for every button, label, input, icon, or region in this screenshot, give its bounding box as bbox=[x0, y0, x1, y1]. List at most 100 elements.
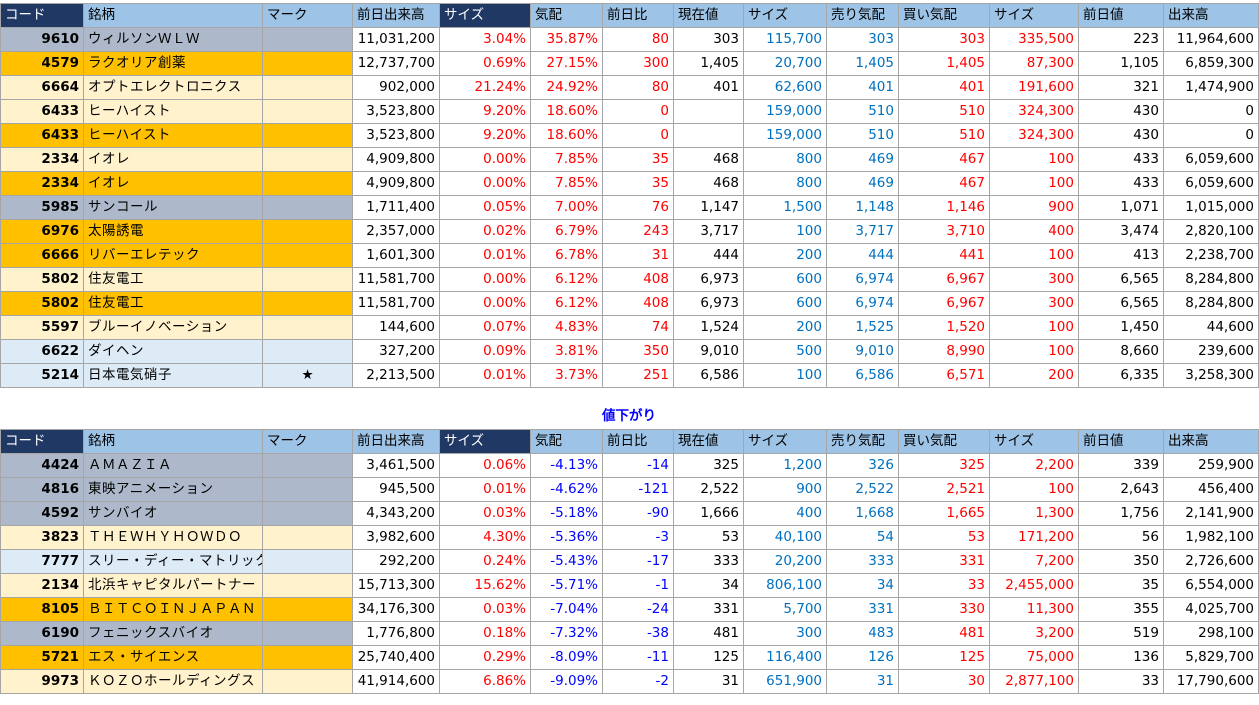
volume-cell[interactable]: 259,900 bbox=[1163, 453, 1259, 478]
header-size[interactable]: サイズ bbox=[743, 429, 827, 454]
name-cell[interactable]: イオレ bbox=[83, 147, 263, 172]
prev-price-cell[interactable]: 1,450 bbox=[1078, 315, 1164, 340]
prev-price-cell[interactable]: 430 bbox=[1078, 99, 1164, 124]
prev-volume-cell[interactable]: 34,176,300 bbox=[352, 597, 440, 622]
code-cell[interactable]: 2134 bbox=[0, 573, 84, 598]
name-cell[interactable]: ラクオリア創薬 bbox=[83, 51, 263, 76]
volume-cell[interactable]: 8,284,800 bbox=[1163, 291, 1259, 316]
mark-cell[interactable] bbox=[262, 75, 353, 100]
quote-cell[interactable]: 24.92% bbox=[530, 75, 603, 100]
bid-cell[interactable]: 1,665 bbox=[898, 501, 990, 526]
bid-cell[interactable]: 325 bbox=[898, 453, 990, 478]
prev-price-cell[interactable]: 2,643 bbox=[1078, 477, 1164, 502]
name-cell[interactable]: ダイヘン bbox=[83, 339, 263, 364]
ask-cell[interactable]: 510 bbox=[826, 123, 899, 148]
volume-cell[interactable]: 11,964,600 bbox=[1163, 27, 1259, 52]
table-row[interactable]: 5985 サンコール 1,711,400 0.05% 7.00% 76 1,147 1,500… bbox=[0, 195, 1259, 220]
bid-cell[interactable]: 3,710 bbox=[898, 219, 990, 244]
bid-cell[interactable]: 331 bbox=[898, 549, 990, 574]
price-cell[interactable]: 31 bbox=[673, 669, 744, 694]
size-cell[interactable]: 116,400 bbox=[743, 645, 827, 670]
mark-cell[interactable] bbox=[262, 315, 353, 340]
prev-volume-cell[interactable]: 144,600 bbox=[352, 315, 440, 340]
mark-cell[interactable] bbox=[262, 549, 353, 574]
code-cell[interactable]: 5721 bbox=[0, 645, 84, 670]
code-cell[interactable]: 5214 bbox=[0, 363, 84, 388]
prev-price-cell[interactable]: 339 bbox=[1078, 453, 1164, 478]
prev-volume-cell[interactable]: 4,909,800 bbox=[352, 147, 440, 172]
change-cell[interactable]: 0 bbox=[602, 99, 674, 124]
volume-cell[interactable]: 44,600 bbox=[1163, 315, 1259, 340]
header-prev-price[interactable]: 前日値 bbox=[1078, 429, 1164, 454]
change-cell[interactable]: -17 bbox=[602, 549, 674, 574]
code-cell[interactable]: 9610 bbox=[0, 27, 84, 52]
prev-volume-cell[interactable]: 11,031,200 bbox=[352, 27, 440, 52]
prev-volume-cell[interactable]: 327,200 bbox=[352, 339, 440, 364]
size-cell[interactable]: 100 bbox=[989, 339, 1079, 364]
size-ratio-cell[interactable]: 0.06% bbox=[439, 453, 531, 478]
bid-cell[interactable]: 8,990 bbox=[898, 339, 990, 364]
code-cell[interactable]: 9973 bbox=[0, 669, 84, 694]
price-cell[interactable]: 53 bbox=[673, 525, 744, 550]
change-cell[interactable]: 350 bbox=[602, 339, 674, 364]
mark-cell[interactable] bbox=[262, 291, 353, 316]
size-cell[interactable]: 100 bbox=[743, 219, 827, 244]
name-cell[interactable]: オプトエレクトロニクス bbox=[83, 75, 263, 100]
quote-cell[interactable]: 4.83% bbox=[530, 315, 603, 340]
ask-cell[interactable]: 303 bbox=[826, 27, 899, 52]
prev-volume-cell[interactable]: 4,343,200 bbox=[352, 501, 440, 526]
mark-cell[interactable] bbox=[262, 669, 353, 694]
table-row[interactable]: 5597 ブルーイノベーション 144,600 0.07% 4.83% 74 1,524 20… bbox=[0, 315, 1259, 340]
size-cell[interactable]: 800 bbox=[743, 147, 827, 172]
quote-cell[interactable]: -5.18% bbox=[530, 501, 603, 526]
name-cell[interactable]: ヒーハイスト bbox=[83, 123, 263, 148]
size-cell[interactable]: 651,900 bbox=[743, 669, 827, 694]
prev-volume-cell[interactable]: 2,357,000 bbox=[352, 219, 440, 244]
quote-cell[interactable]: -4.13% bbox=[530, 453, 603, 478]
table-row[interactable]: 6190 フェニックスバイオ 1,776,800 0.18% -7.32% -38 481 3… bbox=[0, 621, 1259, 646]
name-cell[interactable]: サンバイオ bbox=[83, 501, 263, 526]
price-cell[interactable]: 325 bbox=[673, 453, 744, 478]
change-cell[interactable]: 0 bbox=[602, 123, 674, 148]
header-name[interactable]: 銘柄 bbox=[83, 3, 263, 28]
size-ratio-cell[interactable]: 0.01% bbox=[439, 243, 531, 268]
size-cell[interactable]: 5,700 bbox=[743, 597, 827, 622]
ask-cell[interactable]: 469 bbox=[826, 171, 899, 196]
name-cell[interactable]: ブルーイノベーション bbox=[83, 315, 263, 340]
prev-price-cell[interactable]: 430 bbox=[1078, 123, 1164, 148]
prev-price-cell[interactable]: 223 bbox=[1078, 27, 1164, 52]
prev-price-cell[interactable]: 413 bbox=[1078, 243, 1164, 268]
code-cell[interactable]: 5597 bbox=[0, 315, 84, 340]
ask-cell[interactable]: 401 bbox=[826, 75, 899, 100]
table-row[interactable]: 5721 エス・サイエンス 25,740,400 0.29% -8.09% -11 125 1… bbox=[0, 645, 1259, 670]
volume-cell[interactable]: 6,059,600 bbox=[1163, 171, 1259, 196]
prev-price-cell[interactable]: 355 bbox=[1078, 597, 1164, 622]
quote-cell[interactable]: -5.43% bbox=[530, 549, 603, 574]
size-cell[interactable]: 300 bbox=[989, 267, 1079, 292]
quote-cell[interactable]: 18.60% bbox=[530, 123, 603, 148]
prev-price-cell[interactable]: 3,474 bbox=[1078, 219, 1164, 244]
bid-cell[interactable]: 510 bbox=[898, 99, 990, 124]
volume-cell[interactable]: 2,141,900 bbox=[1163, 501, 1259, 526]
change-cell[interactable]: 80 bbox=[602, 27, 674, 52]
price-cell[interactable]: 468 bbox=[673, 147, 744, 172]
size-cell[interactable]: 1,300 bbox=[989, 501, 1079, 526]
size-cell[interactable]: 600 bbox=[743, 267, 827, 292]
change-cell[interactable]: 74 bbox=[602, 315, 674, 340]
volume-cell[interactable]: 2,238,700 bbox=[1163, 243, 1259, 268]
size-ratio-cell[interactable]: 15.62% bbox=[439, 573, 531, 598]
quote-cell[interactable]: 6.12% bbox=[530, 291, 603, 316]
prev-volume-cell[interactable]: 1,776,800 bbox=[352, 621, 440, 646]
ask-cell[interactable]: 1,148 bbox=[826, 195, 899, 220]
quote-cell[interactable]: -5.71% bbox=[530, 573, 603, 598]
price-cell[interactable]: 3,717 bbox=[673, 219, 744, 244]
name-cell[interactable]: サンコール bbox=[83, 195, 263, 220]
code-cell[interactable]: 4816 bbox=[0, 477, 84, 502]
size-ratio-cell[interactable]: 0.00% bbox=[439, 267, 531, 292]
table-row[interactable]: 2134 北浜キャピタルパートナー 15,713,300 15.62% -5.71% -1… bbox=[0, 573, 1259, 598]
table-row[interactable]: 4592 サンバイオ 4,343,200 0.03% -5.18% -90 1,666 400… bbox=[0, 501, 1259, 526]
ask-cell[interactable]: 331 bbox=[826, 597, 899, 622]
table-row[interactable]: 6664 オプトエレクトロニクス 902,000 21.24% 24.92% 80 401 6… bbox=[0, 75, 1259, 100]
mark-cell[interactable]: ★ bbox=[262, 363, 353, 388]
volume-cell[interactable]: 17,790,600 bbox=[1163, 669, 1259, 694]
